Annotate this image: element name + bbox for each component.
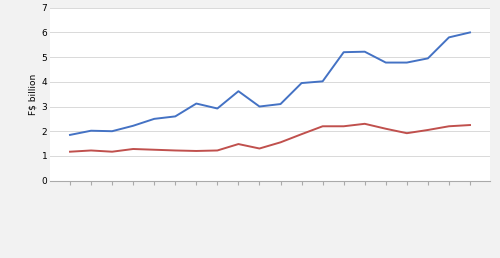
Imports bbox=[278, 102, 283, 106]
Imports bbox=[256, 105, 262, 108]
Exports bbox=[88, 149, 94, 152]
Y-axis label: F$ billion: F$ billion bbox=[28, 74, 38, 115]
Imports bbox=[172, 115, 178, 118]
Imports bbox=[67, 133, 73, 136]
Imports bbox=[130, 124, 136, 127]
Exports bbox=[278, 141, 283, 144]
Exports bbox=[256, 147, 262, 150]
Exports bbox=[151, 148, 157, 151]
Exports bbox=[340, 125, 346, 128]
Imports bbox=[320, 80, 326, 83]
Exports bbox=[425, 128, 431, 132]
Exports bbox=[194, 149, 200, 152]
Line: Exports: Exports bbox=[70, 124, 470, 152]
Imports bbox=[109, 130, 115, 133]
Exports bbox=[446, 125, 452, 128]
Exports bbox=[298, 133, 304, 136]
Line: Imports: Imports bbox=[70, 33, 470, 135]
Exports bbox=[130, 147, 136, 150]
Exports bbox=[214, 149, 220, 152]
Imports bbox=[194, 102, 200, 105]
Imports bbox=[425, 57, 431, 60]
Exports bbox=[172, 149, 178, 152]
Exports bbox=[404, 132, 410, 135]
Imports bbox=[214, 107, 220, 110]
Imports bbox=[340, 51, 346, 54]
Exports bbox=[320, 125, 326, 128]
Exports bbox=[236, 142, 242, 146]
Exports bbox=[467, 124, 473, 127]
Exports bbox=[383, 127, 389, 130]
Imports bbox=[383, 61, 389, 64]
Imports bbox=[88, 129, 94, 132]
Exports bbox=[362, 122, 368, 125]
Exports bbox=[67, 150, 73, 153]
Imports bbox=[467, 31, 473, 34]
Imports bbox=[298, 82, 304, 85]
Imports bbox=[362, 50, 368, 53]
Imports bbox=[404, 61, 410, 64]
Exports bbox=[109, 150, 115, 153]
Imports bbox=[446, 36, 452, 39]
Imports bbox=[236, 90, 242, 93]
Imports bbox=[151, 117, 157, 120]
